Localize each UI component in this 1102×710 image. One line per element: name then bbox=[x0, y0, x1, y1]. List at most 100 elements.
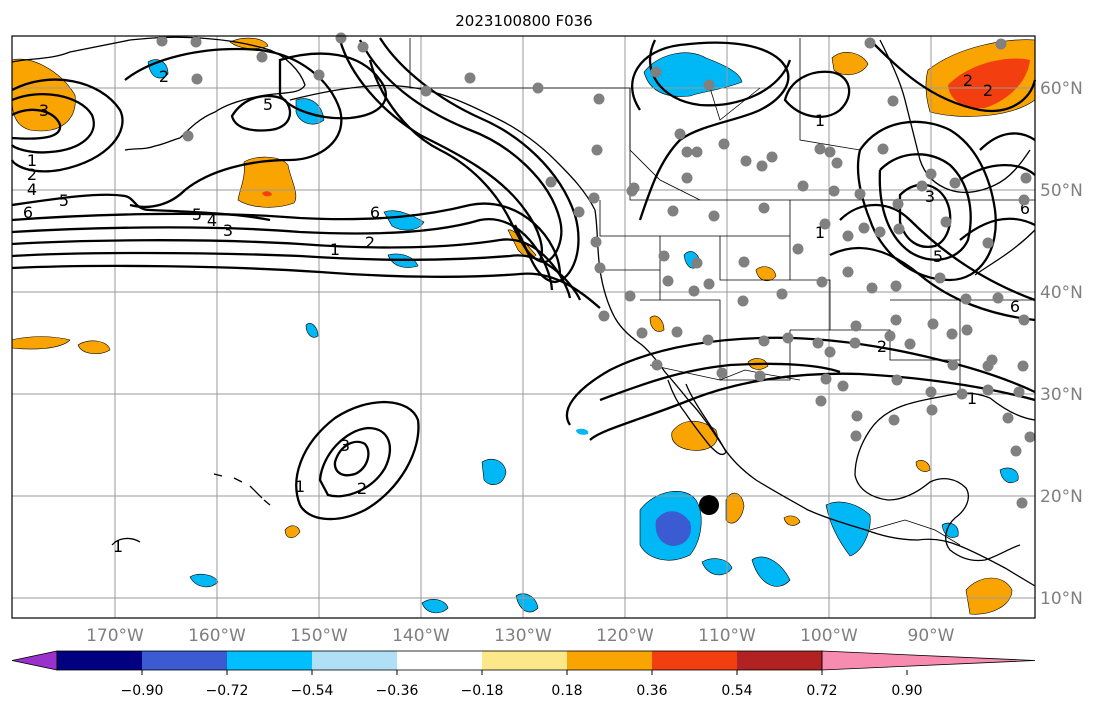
station-dot bbox=[925, 386, 937, 398]
lon-tick-label: 110°W bbox=[698, 626, 756, 646]
contour-label: 3 bbox=[39, 101, 49, 120]
station-dot bbox=[626, 185, 638, 197]
lon-tick-label: 140°W bbox=[392, 626, 450, 646]
station-dot bbox=[816, 276, 828, 288]
station-dot bbox=[740, 155, 752, 167]
contour-label: 1 bbox=[967, 389, 977, 408]
station-dot bbox=[947, 359, 959, 371]
station-dot bbox=[738, 256, 750, 268]
positive-region bbox=[948, 58, 1030, 109]
station-dot bbox=[703, 79, 715, 91]
station-dot bbox=[982, 237, 994, 249]
station-dot bbox=[884, 330, 896, 342]
negative-region bbox=[383, 210, 425, 231]
lat-tick-label: 20°N bbox=[1040, 487, 1083, 507]
positive-region bbox=[783, 515, 801, 526]
contour-label: 1 bbox=[815, 111, 825, 130]
negative-region bbox=[481, 459, 507, 485]
station-dot bbox=[820, 373, 832, 385]
station-dot bbox=[716, 367, 728, 379]
contour-label: 6 bbox=[1010, 297, 1020, 316]
contour-label: 1 bbox=[815, 223, 825, 242]
contour-label: 6 bbox=[370, 203, 380, 222]
station-dot bbox=[156, 35, 168, 47]
station-dot bbox=[949, 177, 961, 189]
lon-tick-label: 130°W bbox=[494, 626, 552, 646]
colorbar-tick-label: −0.90 bbox=[121, 683, 164, 699]
contour-label: 2 bbox=[365, 233, 375, 252]
station-dot bbox=[691, 146, 703, 158]
station-dot bbox=[891, 374, 903, 386]
station-dots bbox=[156, 32, 1036, 509]
station-dot bbox=[313, 69, 325, 81]
positive-region bbox=[11, 336, 71, 350]
station-dot bbox=[849, 337, 861, 349]
station-dot bbox=[828, 185, 840, 197]
colorbar-tick-label: 0.18 bbox=[551, 683, 582, 699]
station-dot bbox=[588, 192, 600, 204]
station-dot bbox=[850, 320, 862, 332]
station-dot bbox=[598, 310, 610, 322]
contour-label: 2 bbox=[357, 479, 367, 498]
contour-label: 6 bbox=[1020, 199, 1030, 218]
lat-tick-label: 50°N bbox=[1040, 181, 1083, 201]
colorbar-tick-label: 0.72 bbox=[806, 683, 837, 699]
station-dot bbox=[925, 168, 937, 180]
colorbar-ticks: −0.90 −0.72 −0.54 −0.36 −0.18 0.18 0.36 0.54 0.7… bbox=[121, 670, 923, 699]
station-dot bbox=[545, 176, 557, 188]
station-dot bbox=[758, 335, 770, 347]
station-dot bbox=[636, 327, 648, 339]
lon-tick-labels: 170°W 160°W 150°W 140°W 130°W 120°W 110°… bbox=[86, 626, 955, 646]
station-dot bbox=[792, 243, 804, 255]
strong-negative-region bbox=[655, 511, 692, 546]
contour-label: 2 bbox=[159, 67, 169, 86]
contour-label: 1 bbox=[27, 151, 37, 170]
station-dot bbox=[926, 404, 938, 416]
station-dot bbox=[650, 66, 662, 78]
station-dot bbox=[934, 272, 946, 284]
station-dot bbox=[591, 144, 603, 156]
contour-label: 5 bbox=[192, 205, 202, 224]
contour-label: 1 bbox=[113, 537, 123, 556]
contour-label: 4 bbox=[27, 180, 37, 199]
negative-region bbox=[825, 501, 871, 557]
gridlines bbox=[12, 36, 1035, 618]
station-dot bbox=[995, 38, 1007, 50]
station-dot bbox=[890, 314, 902, 326]
station-dot bbox=[464, 72, 476, 84]
contours bbox=[10, 37, 1037, 521]
station-dot bbox=[1018, 314, 1030, 326]
station-dot bbox=[866, 282, 878, 294]
lon-tick-label: 120°W bbox=[596, 626, 654, 646]
station-dot bbox=[1010, 445, 1022, 457]
positive-region bbox=[831, 52, 869, 76]
station-dot bbox=[782, 332, 794, 344]
station-dot bbox=[850, 430, 862, 442]
station-dot bbox=[662, 275, 674, 287]
colorbar-tick-label: −0.54 bbox=[291, 683, 334, 699]
contour-label: 1 bbox=[330, 240, 340, 259]
negative-region bbox=[999, 467, 1019, 483]
negative-region bbox=[751, 556, 791, 587]
station-dot bbox=[1016, 497, 1028, 509]
station-dot bbox=[842, 266, 854, 278]
colorbar-tick-label: 0.54 bbox=[721, 683, 752, 699]
positive-region bbox=[262, 191, 272, 197]
lon-tick-label: 100°W bbox=[800, 626, 858, 646]
lat-tick-labels: 60°N 50°N 40°N 30°N 20°N 10°N bbox=[1040, 79, 1083, 609]
colorbar-outline bbox=[56, 650, 823, 671]
positive-region bbox=[284, 525, 301, 539]
station-dot bbox=[812, 337, 824, 349]
contour-label: 2 bbox=[27, 165, 37, 184]
station-dot bbox=[1020, 172, 1032, 184]
station-dot bbox=[927, 318, 939, 330]
station-dot bbox=[593, 93, 605, 105]
colorbar-extend-low bbox=[11, 650, 58, 671]
station-dot bbox=[708, 210, 720, 222]
station-dot bbox=[1017, 360, 1029, 372]
colorbar bbox=[11, 650, 1036, 671]
station-dot bbox=[671, 326, 683, 338]
contour-label: 6 bbox=[23, 203, 33, 222]
colorbar-segment bbox=[482, 651, 567, 670]
station-dot bbox=[357, 41, 369, 53]
